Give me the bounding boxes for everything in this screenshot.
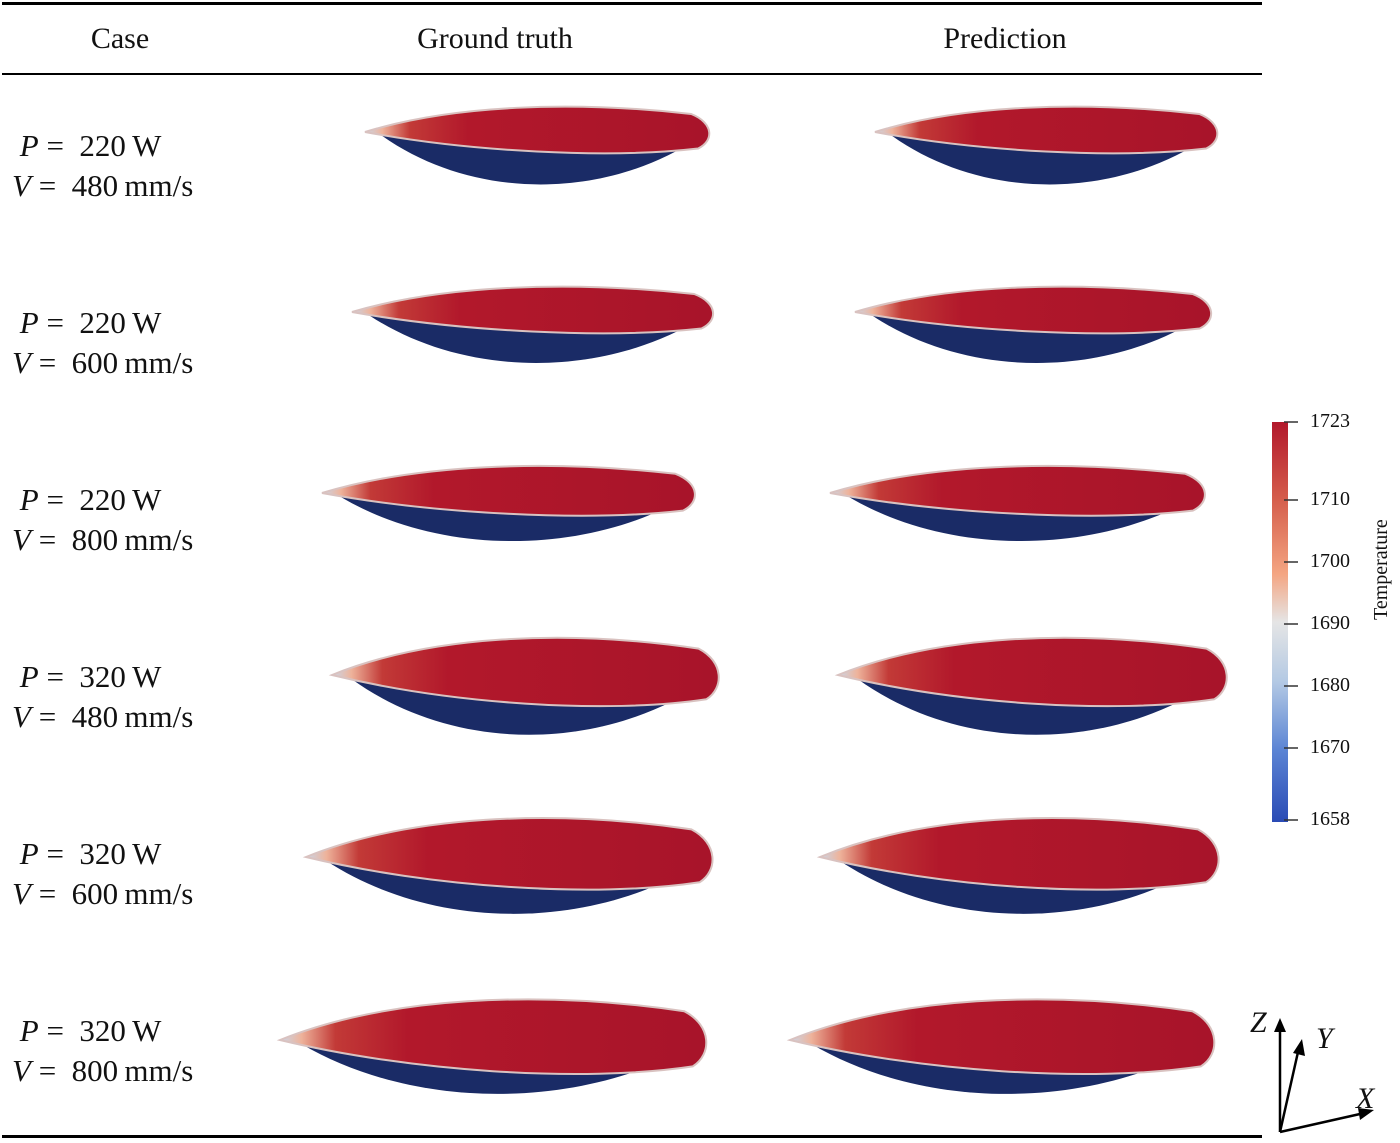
colorbar xyxy=(1272,422,1288,822)
ground-truth-pool-4 xyxy=(302,817,714,914)
table-header-rule xyxy=(2,73,1262,75)
case-power: P = 220 W xyxy=(19,305,162,340)
colorbar-tick-label: 1700 xyxy=(1310,550,1350,572)
colorbar-tick-label: 1723 xyxy=(1310,410,1350,432)
case-velocity: V = 600 mm/s xyxy=(12,345,194,380)
colorbar-title: Temperature xyxy=(1370,519,1392,620)
colorbar-tick-label: 1670 xyxy=(1310,736,1350,758)
colorbar-tick-label: 1690 xyxy=(1310,612,1350,634)
case-power: P = 320 W xyxy=(19,836,162,871)
colorbar-tick-label: 1680 xyxy=(1310,674,1350,696)
colorbar-tick-label: 1658 xyxy=(1310,808,1350,830)
prediction-pool-1 xyxy=(854,285,1213,363)
header-ground-truth: Ground truth xyxy=(417,22,573,55)
ground-truth-pool-0 xyxy=(364,105,711,185)
case-label-3: P = 320 W V = 480 mm/s xyxy=(12,657,272,737)
ground-truth-pool-5 xyxy=(276,998,708,1094)
prediction-pool-5 xyxy=(786,998,1216,1094)
case-power: P = 320 W xyxy=(19,659,162,694)
ground-truth-pool-3 xyxy=(328,636,720,735)
case-label-5: P = 320 W V = 800 mm/s xyxy=(12,1011,272,1091)
case-power: P = 320 W xyxy=(19,1013,162,1048)
table-top-rule xyxy=(2,2,1262,5)
axis-x-label: X xyxy=(1356,1082,1375,1115)
colorbar-tick-label: 1710 xyxy=(1310,488,1350,510)
prediction-pool-0 xyxy=(874,105,1219,185)
prediction-pool-4 xyxy=(816,817,1220,914)
case-velocity: V = 600 mm/s xyxy=(12,876,194,911)
case-power: P = 220 W xyxy=(19,482,162,517)
case-power: P = 220 W xyxy=(19,128,162,163)
header-prediction: Prediction xyxy=(943,22,1067,55)
axis-z-label: Z xyxy=(1250,1006,1267,1039)
case-velocity: V = 800 mm/s xyxy=(12,1053,194,1088)
case-velocity: V = 800 mm/s xyxy=(12,522,194,557)
case-label-2: P = 220 W V = 800 mm/s xyxy=(12,480,272,560)
axis-y-label: Y xyxy=(1316,1022,1333,1055)
table-bottom-rule xyxy=(2,1135,1262,1138)
case-label-0: P = 220 W V = 480 mm/s xyxy=(12,126,272,206)
ground-truth-pool-1 xyxy=(351,285,714,363)
ground-truth-pool-2 xyxy=(321,464,696,542)
axis-triad xyxy=(1274,1018,1374,1134)
prediction-pool-2 xyxy=(829,464,1206,542)
prediction-pool-3 xyxy=(834,636,1228,735)
case-label-1: P = 220 W V = 600 mm/s xyxy=(12,303,272,383)
case-velocity: V = 480 mm/s xyxy=(12,168,194,203)
case-label-4: P = 320 W V = 600 mm/s xyxy=(12,834,272,914)
case-velocity: V = 480 mm/s xyxy=(12,699,194,734)
header-case: Case xyxy=(90,22,150,55)
